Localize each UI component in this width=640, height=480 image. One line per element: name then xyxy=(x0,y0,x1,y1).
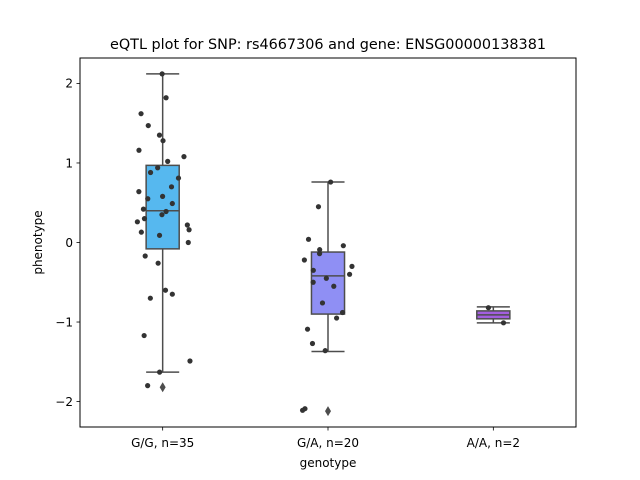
box-iqr xyxy=(310,251,346,315)
data-point xyxy=(328,179,334,185)
data-point xyxy=(162,287,169,293)
data-point xyxy=(168,184,175,190)
data-point xyxy=(163,95,169,101)
data-point xyxy=(156,132,163,138)
y-tick-label: −1 xyxy=(55,315,73,329)
x-tick-label: G/G, n=35 xyxy=(131,436,194,450)
data-point xyxy=(333,315,340,321)
data-point xyxy=(165,158,171,164)
box-group xyxy=(310,181,346,417)
data-point xyxy=(299,407,306,413)
data-point xyxy=(156,232,163,238)
data-point xyxy=(145,383,151,389)
data-point xyxy=(163,208,169,215)
data-point xyxy=(160,138,166,144)
data-point xyxy=(322,348,328,354)
outlier-marker xyxy=(159,382,166,393)
x-tick-label: G/A, n=20 xyxy=(297,436,359,450)
data-point xyxy=(159,193,166,199)
strip-points xyxy=(134,71,193,389)
data-point xyxy=(331,283,337,289)
box-iqr xyxy=(145,164,180,250)
data-point xyxy=(310,267,316,273)
data-point xyxy=(140,206,147,212)
data-point xyxy=(317,247,323,253)
data-point xyxy=(142,253,148,259)
data-point xyxy=(136,189,142,195)
data-point xyxy=(138,229,144,235)
y-axis-label: phenotype xyxy=(31,210,45,274)
data-point xyxy=(145,122,151,129)
data-point xyxy=(485,305,492,311)
data-point xyxy=(169,291,175,297)
y-tick-label: −2 xyxy=(55,395,73,409)
data-point xyxy=(309,340,316,347)
y-tick-label: 1 xyxy=(65,156,73,170)
data-point xyxy=(316,251,323,257)
data-point xyxy=(304,326,311,332)
data-point xyxy=(134,219,140,225)
data-point xyxy=(349,263,355,269)
data-point xyxy=(147,169,154,176)
data-point xyxy=(315,204,322,210)
chart-title: eQTL plot for SNP: rs4667306 and gene: E… xyxy=(110,37,546,53)
outlier-marker xyxy=(325,406,331,417)
data-point xyxy=(305,236,312,242)
data-point xyxy=(141,332,147,339)
data-point xyxy=(323,275,329,281)
data-point xyxy=(136,147,142,153)
data-point xyxy=(181,154,187,160)
y-tick-label: 2 xyxy=(65,77,73,91)
axes-ticks: 2 1 0 −1 −2 G/G, n=35 G/A, n=20 A/A, n=2 xyxy=(55,77,520,450)
data-point xyxy=(159,71,165,77)
data-point xyxy=(145,196,151,202)
box-group xyxy=(476,306,511,324)
data-point xyxy=(141,216,148,222)
data-point xyxy=(301,257,307,263)
data-point xyxy=(186,227,192,233)
box-group xyxy=(145,73,180,393)
data-point xyxy=(175,175,182,181)
strip-points xyxy=(485,305,507,326)
data-point xyxy=(346,271,353,277)
data-point xyxy=(339,309,346,316)
data-point xyxy=(147,295,153,301)
data-point xyxy=(340,243,346,249)
data-point xyxy=(185,239,191,246)
data-point xyxy=(169,200,175,207)
data-point xyxy=(500,320,507,326)
data-point xyxy=(310,279,316,285)
data-point xyxy=(155,260,161,266)
data-point xyxy=(159,212,165,218)
data-point xyxy=(319,300,326,306)
data-point xyxy=(138,111,144,117)
data-point xyxy=(184,222,190,228)
x-tick-label: A/A, n=2 xyxy=(467,436,520,450)
y-tick-label: 0 xyxy=(65,236,73,250)
plot-area xyxy=(134,71,511,417)
x-axis-label: genotype xyxy=(300,456,357,470)
strip-points xyxy=(299,179,355,413)
data-point xyxy=(155,165,161,171)
data-point xyxy=(187,358,193,364)
data-point xyxy=(157,369,163,375)
